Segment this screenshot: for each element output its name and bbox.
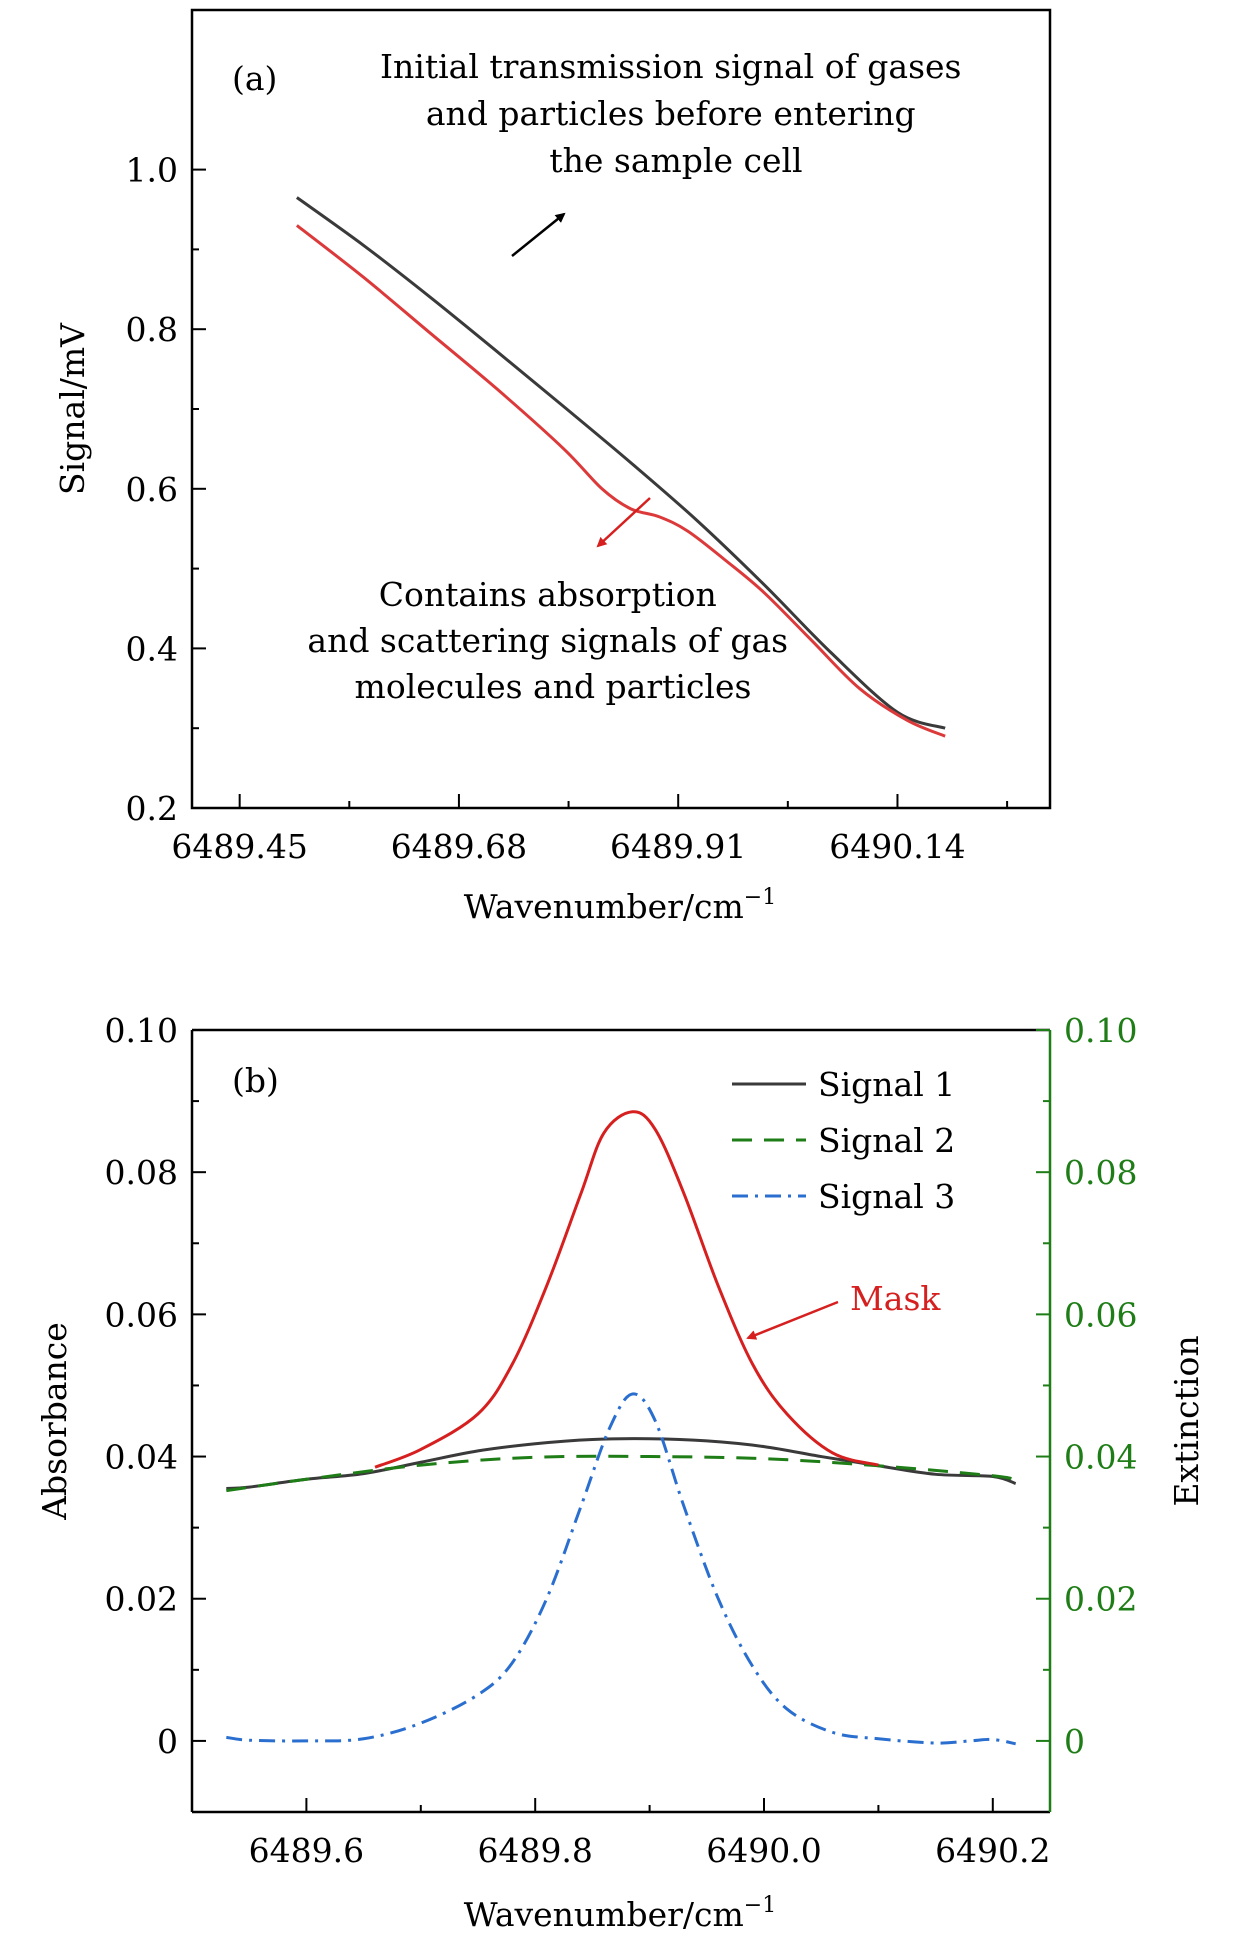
legend-label-signal-3: Signal 3 [818, 1177, 955, 1216]
x-tick-label: 6489.68 [391, 827, 527, 866]
annotation-initial-signal: Initial transmission signal of gases and… [380, 47, 972, 180]
annotation-arrow-black [511, 212, 566, 257]
panel-a-y-ticks: 0.2 0.4 0.6 0.8 1.0 [126, 151, 206, 828]
x-tick-label: 6489.6 [249, 1831, 364, 1870]
panel-a-xlabel-base: Wavenumber/cm [464, 887, 744, 926]
x-tick-label: 6489.91 [610, 827, 746, 866]
annotation-mask-label: Mask [850, 1279, 941, 1318]
y-tick-label: 1.0 [126, 151, 178, 190]
series-line-1 [295, 196, 946, 730]
series-signal-3 [226, 1392, 1016, 1746]
annotation-contains-line-2: and scattering signals of gas [307, 621, 788, 660]
legend-label-signal-2: Signal 2 [818, 1121, 955, 1160]
panel-b-y2-ticks: 0 0.02 0.04 0.06 0.08 0.10 [1036, 1011, 1137, 1761]
panel-a-label: (a) [232, 59, 277, 98]
x-tick-label: 6490.14 [829, 827, 965, 866]
panel-a-series [295, 196, 946, 738]
panel-a: 0.2 0.4 0.6 0.8 1.0 6489.45 6489.68 6489.91 649… [53, 8, 1052, 926]
y-tick-label: 0.8 [126, 310, 178, 349]
panel-b-label: (b) [232, 1061, 279, 1100]
panel-a-xlabel: Wavenumber/cm−1 [464, 885, 776, 926]
x-tick-label: 6490.0 [706, 1831, 821, 1870]
panel-b-y-ticks: 0 0.02 0.04 0.06 0.08 0.10 [105, 1011, 206, 1761]
panel-b-x-ticks: 6489.6 6489.8 6490.0 6490.2 [249, 1798, 1051, 1870]
panel-b-xlabel-exponent: −1 [744, 1893, 776, 1918]
y-tick-label: 0.4 [126, 629, 178, 668]
y-tick-label: 0.2 [126, 789, 178, 828]
x-tick-label: 6489.45 [171, 827, 307, 866]
y2-tick-label: 0.02 [1064, 1580, 1137, 1619]
annotation-initial-line-3: the sample cell [549, 141, 802, 180]
series-line-2 [295, 224, 946, 738]
y-tick-label: 0.10 [105, 1011, 178, 1050]
panel-b-xlabel: Wavenumber/cm−1 [464, 1893, 776, 1934]
panel-b-legend: Signal 1 Signal 2 Signal 3 [732, 1065, 955, 1216]
annotation-initial-line-1: Initial transmission signal of gases [380, 47, 962, 86]
y-tick-label: 0.04 [105, 1438, 178, 1477]
annotation-mask-arrow [746, 1300, 839, 1340]
y2-tick-label: 0.06 [1064, 1295, 1137, 1334]
annotation-contains-line-1: Contains absorption [379, 575, 717, 614]
series-signal-1 [226, 1437, 1017, 1491]
panel-b-xlabel-base: Wavenumber/cm [464, 1895, 744, 1934]
y2-tick-label: 0.04 [1064, 1438, 1137, 1477]
y-tick-label: 0.08 [105, 1153, 178, 1192]
annotation-arrow-red [596, 497, 651, 548]
series-signal-2 [226, 1454, 1017, 1493]
panel-a-x-ticks: 6489.45 6489.68 6489.91 6490.14 [171, 794, 1009, 866]
panel-a-xlabel-exponent: −1 [744, 885, 776, 910]
x-tick-label: 6489.8 [477, 1831, 592, 1870]
series-mask [374, 1110, 879, 1469]
legend-label-signal-1: Signal 1 [818, 1065, 955, 1104]
x-tick-label: 6490.2 [935, 1831, 1050, 1870]
panel-b-ylabel: Absorbance [35, 1322, 74, 1521]
panel-b: 00.020.040.060.080.10 00.020.040.060.080… [35, 1011, 1206, 1934]
annotation-contains-signal: Contains absorption and scattering signa… [307, 575, 798, 706]
y-tick-label: 0.6 [126, 470, 178, 509]
panel-b-y2label: Extinction [1167, 1335, 1206, 1506]
y2-tick-label: 0 [1064, 1722, 1085, 1761]
y2-tick-label: 0.10 [1064, 1011, 1137, 1050]
panel-b-series [226, 1110, 1017, 1746]
y2-tick-label: 0.08 [1064, 1153, 1137, 1192]
annotation-contains-line-3: molecules and particles [355, 667, 752, 706]
y-tick-label: 0.06 [105, 1295, 178, 1334]
y-tick-label: 0.02 [105, 1580, 178, 1619]
y-tick-label: 0 [157, 1722, 178, 1761]
panel-a-ylabel: Signal/mV [53, 322, 92, 495]
annotation-initial-line-2: and particles before entering [426, 94, 916, 133]
